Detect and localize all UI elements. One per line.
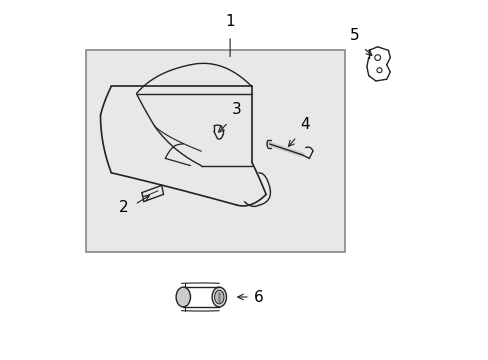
Text: 1: 1 bbox=[225, 14, 234, 29]
Text: 4: 4 bbox=[300, 117, 309, 132]
Text: 6: 6 bbox=[254, 289, 264, 305]
FancyBboxPatch shape bbox=[86, 50, 345, 252]
Ellipse shape bbox=[212, 287, 226, 307]
Circle shape bbox=[376, 68, 381, 73]
Text: 5: 5 bbox=[349, 28, 359, 43]
Text: 3: 3 bbox=[231, 102, 241, 117]
Circle shape bbox=[374, 55, 380, 60]
Text: 2: 2 bbox=[119, 199, 128, 215]
Ellipse shape bbox=[214, 290, 224, 304]
Ellipse shape bbox=[176, 287, 190, 307]
